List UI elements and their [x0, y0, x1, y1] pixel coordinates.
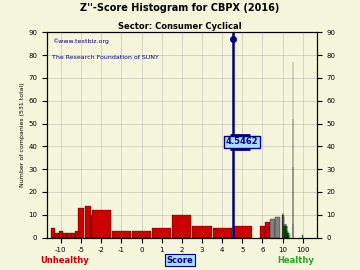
Bar — [67, 233, 71, 238]
Bar — [260, 226, 265, 238]
Bar — [75, 231, 79, 238]
Bar — [152, 228, 171, 238]
Bar — [55, 233, 59, 238]
Bar — [78, 208, 84, 238]
Bar — [71, 233, 75, 238]
Bar — [59, 231, 63, 238]
Text: Unhealthy: Unhealthy — [40, 256, 89, 265]
Bar — [85, 206, 91, 238]
Bar — [233, 226, 252, 238]
Text: The Research Foundation of SUNY: The Research Foundation of SUNY — [52, 55, 159, 60]
Bar — [92, 210, 111, 238]
Bar — [112, 231, 131, 238]
Text: Score: Score — [167, 256, 193, 265]
Y-axis label: Number of companies (531 total): Number of companies (531 total) — [20, 83, 25, 187]
Bar — [172, 215, 192, 238]
Bar — [132, 231, 151, 238]
Bar — [63, 233, 67, 238]
Bar — [192, 226, 212, 238]
Text: Z''-Score Histogram for CBPX (2016): Z''-Score Histogram for CBPX (2016) — [80, 3, 280, 13]
Text: Healthy: Healthy — [277, 256, 314, 265]
Text: ©www.textbiz.org: ©www.textbiz.org — [52, 39, 109, 44]
Bar — [270, 219, 275, 238]
Bar — [212, 228, 232, 238]
Bar — [265, 222, 270, 238]
Text: Sector: Consumer Cyclical: Sector: Consumer Cyclical — [118, 22, 242, 31]
Bar — [51, 228, 55, 238]
Bar — [91, 215, 98, 238]
Text: 4.5462: 4.5462 — [226, 137, 258, 146]
Bar — [275, 217, 280, 238]
